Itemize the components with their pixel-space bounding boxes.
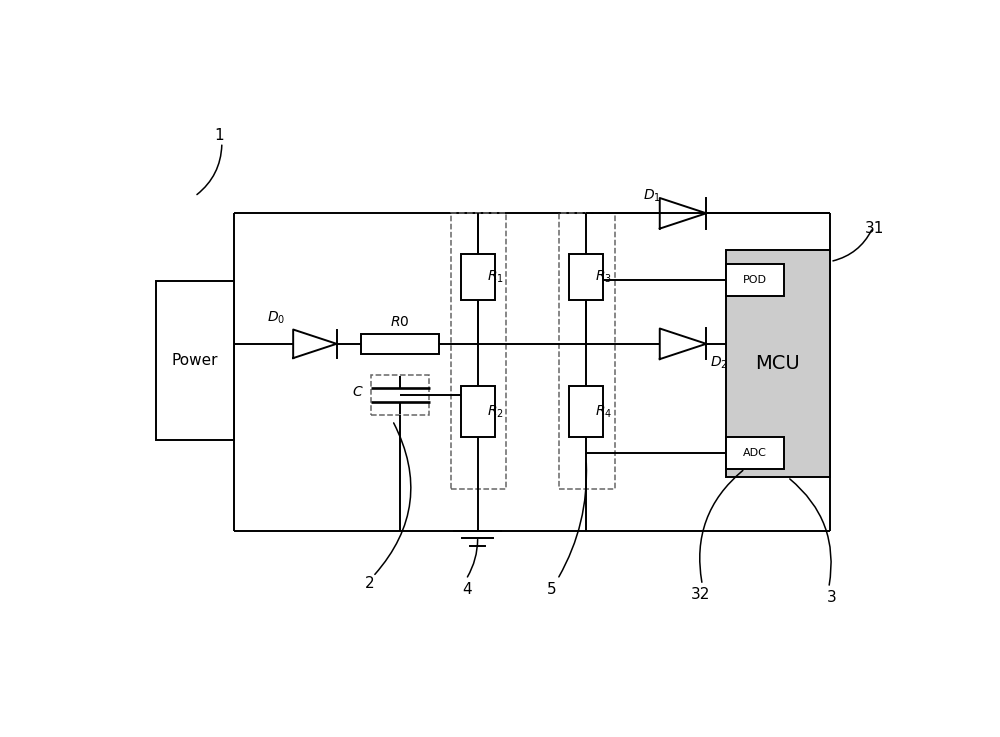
FancyBboxPatch shape [361, 334, 439, 354]
Text: Power: Power [172, 353, 218, 368]
FancyBboxPatch shape [461, 386, 495, 438]
Text: $R_4$: $R_4$ [595, 404, 613, 420]
Text: POD: POD [743, 275, 767, 285]
Text: 31: 31 [865, 221, 885, 236]
Text: $R_3$: $R_3$ [595, 269, 612, 285]
Text: $R_1$: $R_1$ [487, 269, 504, 285]
Text: 4: 4 [462, 581, 472, 596]
FancyBboxPatch shape [726, 438, 784, 469]
FancyBboxPatch shape [569, 254, 603, 300]
Text: ADC: ADC [743, 448, 767, 458]
Text: 3: 3 [826, 590, 836, 605]
Text: $D_0$: $D_0$ [267, 309, 285, 326]
Text: 5: 5 [547, 581, 557, 596]
FancyBboxPatch shape [569, 386, 603, 438]
FancyBboxPatch shape [726, 265, 784, 296]
Text: $R_2$: $R_2$ [487, 404, 504, 420]
Text: 32: 32 [691, 587, 710, 602]
Text: 1: 1 [214, 128, 224, 142]
Text: $C$: $C$ [352, 385, 363, 399]
FancyBboxPatch shape [726, 250, 830, 477]
Text: MCU: MCU [756, 354, 800, 373]
Text: 2: 2 [365, 576, 375, 591]
Text: $R0$: $R0$ [390, 315, 410, 329]
FancyBboxPatch shape [156, 282, 234, 440]
Text: $D_1$: $D_1$ [643, 187, 661, 203]
Text: $D_2$: $D_2$ [710, 354, 728, 371]
FancyBboxPatch shape [461, 254, 495, 300]
